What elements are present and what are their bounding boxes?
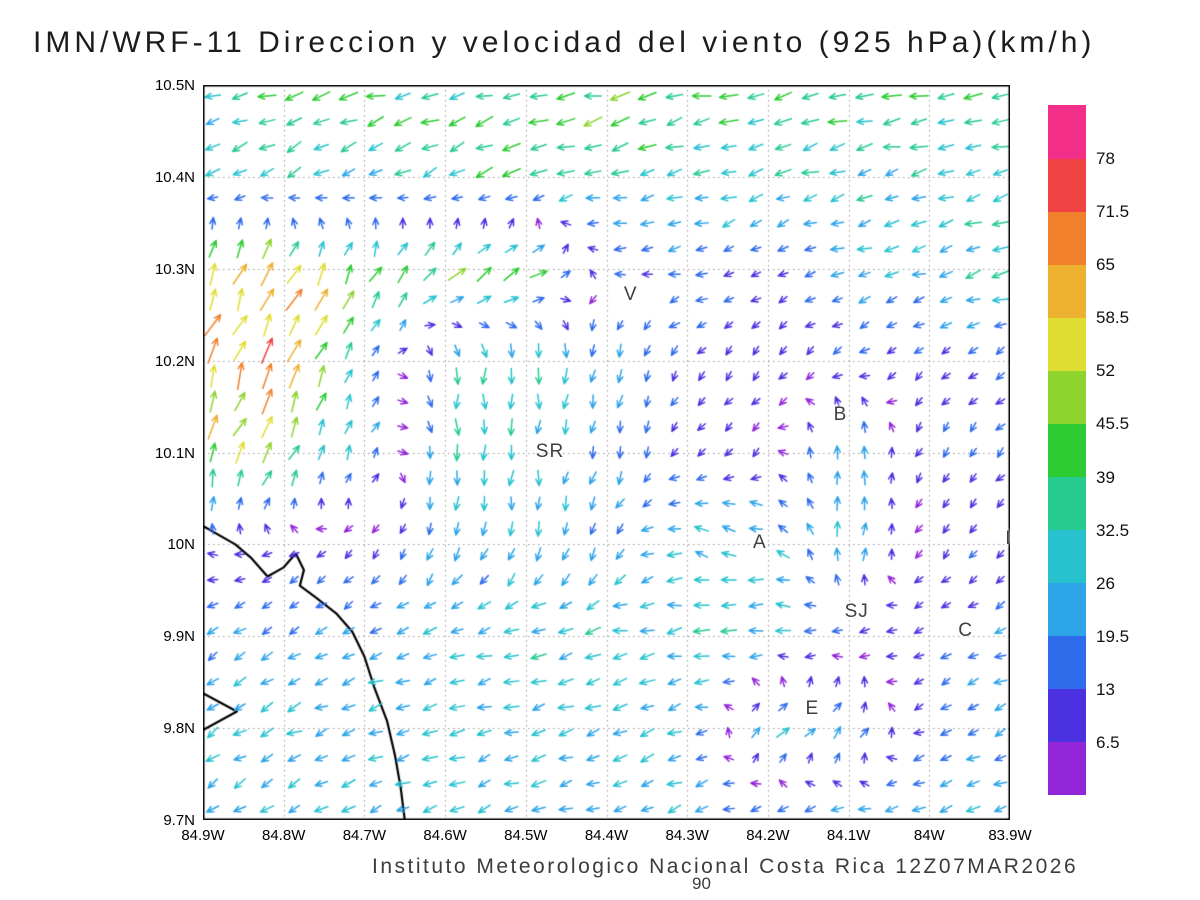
- city-label-sr: SR: [535, 440, 565, 462]
- x-axis-tick-label: 84.1W: [826, 827, 871, 844]
- city-label-v: V: [623, 284, 638, 306]
- colorbar-tick-label: 32.5: [1096, 520, 1130, 540]
- x-axis-tick-label: 84.5W: [504, 827, 548, 844]
- stray-number-label: 90: [692, 874, 711, 893]
- chart-title: IMN/WRF-11 Direccion y velocidad del vie…: [33, 26, 1096, 59]
- x-axis-tick-label: 84.9W: [181, 827, 225, 844]
- caption: Instituto Meteorologico Nacional Costa R…: [372, 855, 1079, 878]
- colorbar-tick-label: 6.5: [1096, 732, 1120, 752]
- colorbar-tick-label: 19.5: [1096, 626, 1130, 646]
- y-axis-tick-label: 10N: [167, 536, 195, 554]
- colorbar-tick-label: 45.5: [1096, 414, 1130, 434]
- colorbar-cell: [1048, 105, 1086, 159]
- plot-area: V B SR A SJ C E I: [203, 85, 1010, 820]
- y-axis-tick-label: 10.2N: [154, 352, 195, 370]
- colorbar-cell: [1048, 476, 1086, 531]
- colorbar-cell: [1048, 211, 1086, 265]
- colorbar-tick-label: 52: [1096, 361, 1115, 381]
- colorbar-tick-label: 26: [1096, 573, 1115, 593]
- colorbar-cell: [1048, 370, 1086, 424]
- x-axis-tick-label: 84.8W: [262, 827, 306, 844]
- x-axis-tick-label: 84.3W: [665, 827, 709, 844]
- y-axis-tick-label: 10.3N: [154, 260, 195, 278]
- y-axis-tick-label: 10.4N: [154, 168, 195, 186]
- x-axis-tick-label: 84.2W: [746, 827, 790, 844]
- y-axis-tick-label: 9.7N: [163, 812, 195, 829]
- colorbar-cell: [1048, 741, 1086, 796]
- colorbar-tick-label: 13: [1096, 679, 1115, 699]
- colorbar-tick-label: 39: [1096, 467, 1115, 487]
- wind-vector-canvas: [203, 85, 1010, 820]
- city-label-c: C: [958, 619, 973, 641]
- colorbar-cell: [1048, 317, 1086, 371]
- x-axis-tick-label: 83.9W: [988, 827, 1032, 844]
- colorbar-tick-label: 71.5: [1096, 202, 1130, 222]
- colorbar-cell: [1048, 423, 1086, 478]
- city-label-i: I: [1005, 527, 1010, 549]
- city-label-a: A: [752, 532, 767, 554]
- x-axis-tick-label: 84W: [913, 827, 945, 844]
- y-axis-tick-label: 10.1N: [154, 444, 195, 462]
- y-axis-tick-label: 10.5N: [154, 77, 195, 94]
- colorbar-tick-label: 58.5: [1096, 308, 1130, 328]
- colorbar-tick-label: 78: [1096, 149, 1115, 169]
- x-axis-tick-label: 84.6W: [423, 827, 467, 844]
- colorbar-cell: [1048, 635, 1086, 690]
- colorbar-cell: [1048, 529, 1086, 584]
- x-axis-tick-label: 84.7W: [342, 827, 387, 844]
- y-axis-tick-label: 9.9N: [163, 628, 195, 646]
- colorbar-cell: [1048, 688, 1086, 743]
- colorbar-tick-label: 65: [1096, 255, 1115, 275]
- city-label-b: B: [833, 403, 848, 425]
- colorbar-cell: [1048, 264, 1086, 318]
- x-axis-tick-label: 84.4W: [584, 827, 629, 844]
- city-label-e: E: [805, 697, 820, 719]
- city-label-sj: SJ: [844, 601, 869, 623]
- y-axis-tick-label: 9.8N: [163, 720, 195, 738]
- colorbar-cell: [1048, 158, 1086, 212]
- colorbar-cell: [1048, 582, 1086, 637]
